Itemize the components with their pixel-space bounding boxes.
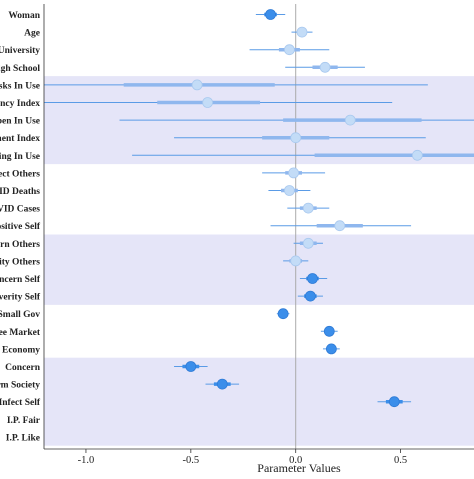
x-axis-title: Parameter Values	[257, 461, 341, 474]
row-label: Containment Index	[0, 134, 40, 144]
estimate-point	[191, 79, 203, 91]
coefficient-row	[262, 167, 326, 179]
coefficient-row	[322, 343, 340, 355]
row-label: Harm Society	[0, 381, 40, 391]
row-label: COVID Cases	[0, 205, 40, 215]
row-label: Restaurants Open In Use	[0, 117, 40, 127]
row-label: Positive Self	[0, 222, 41, 232]
coefficient-row	[174, 132, 426, 144]
row-label: Infect Others	[0, 169, 40, 179]
row-label: Infect Self	[0, 398, 41, 408]
coefficient-row	[249, 44, 330, 56]
row-label: Free Market	[0, 328, 41, 338]
estimate-point	[344, 114, 356, 126]
estimate-point	[302, 202, 314, 214]
row-label: Masks In Use	[0, 81, 40, 91]
coefficient-row	[293, 237, 323, 249]
row-label: I.P. Like	[6, 433, 40, 443]
row-label: Economy	[2, 345, 40, 355]
row-label: Concern Self	[0, 275, 41, 285]
marks-layer	[44, 9, 474, 408]
x-tick-label: 0.5	[394, 455, 407, 466]
estimate-point	[296, 26, 308, 38]
estimate-point	[284, 44, 295, 56]
coefficient-row	[132, 149, 474, 161]
x-tick-label: 0.0	[289, 455, 302, 466]
estimate-point	[307, 273, 318, 284]
coefficient-row	[297, 290, 323, 302]
row-label: Stringency Index	[0, 99, 40, 109]
row-label-layer: Woman Age University High School Masks In Us…	[0, 11, 41, 443]
row-label: Small Gov	[0, 310, 40, 320]
estimate-point	[304, 290, 316, 302]
coefficient-row	[287, 202, 330, 214]
coefficient-row	[299, 273, 328, 284]
estimate-point	[216, 378, 228, 390]
estimate-point	[288, 167, 300, 179]
estimate-point	[277, 308, 289, 320]
row-label: High School	[0, 64, 40, 74]
x-axis: -1.0 -0.5 0.0 0.5	[43, 4, 474, 466]
coefficient-row	[283, 255, 309, 267]
estimate-point	[284, 185, 295, 196]
coefficient-row	[44, 97, 393, 108]
coefficient-row	[377, 396, 412, 408]
coefficient-row	[174, 361, 208, 372]
coefficient-row	[291, 26, 313, 38]
coefficient-row	[44, 79, 428, 91]
estimate-point	[388, 396, 400, 408]
row-label: Concern	[5, 363, 41, 373]
estimate-point	[290, 255, 302, 267]
estimate-point	[411, 149, 423, 161]
estimate-point	[325, 343, 337, 355]
estimate-point	[265, 9, 276, 20]
row-label: COVID Deaths	[0, 187, 40, 197]
coefficient-row	[285, 61, 365, 73]
band-layer	[44, 76, 474, 446]
x-tick-label: -0.5	[183, 455, 200, 466]
coefficient-row	[270, 220, 412, 232]
estimate-point	[202, 97, 214, 108]
estimate-point	[319, 61, 331, 73]
estimate-point	[290, 132, 302, 144]
coefficient-row	[320, 325, 338, 337]
x-tick-label: -1.0	[78, 455, 95, 466]
row-label: Age	[24, 29, 40, 39]
row-label: Woman	[8, 11, 40, 21]
row-label: Social Distancing In Use	[0, 152, 40, 162]
estimate-point	[334, 220, 346, 232]
coefficient-row	[119, 114, 474, 126]
estimate-point	[323, 325, 335, 337]
row-label: Concern Others	[0, 240, 40, 250]
row-label: Severity Others	[0, 257, 40, 267]
row-label: University	[0, 46, 40, 56]
estimate-point	[185, 361, 197, 372]
shaded-band-2	[44, 234, 474, 305]
row-label: I.P. Fair	[7, 416, 41, 426]
estimate-point	[302, 237, 314, 249]
coefficient-row	[276, 308, 290, 320]
coefficient-row	[205, 378, 240, 390]
coefficient-row	[255, 9, 286, 20]
coefficient-row	[268, 185, 311, 196]
row-label: Severity Self	[0, 293, 41, 303]
